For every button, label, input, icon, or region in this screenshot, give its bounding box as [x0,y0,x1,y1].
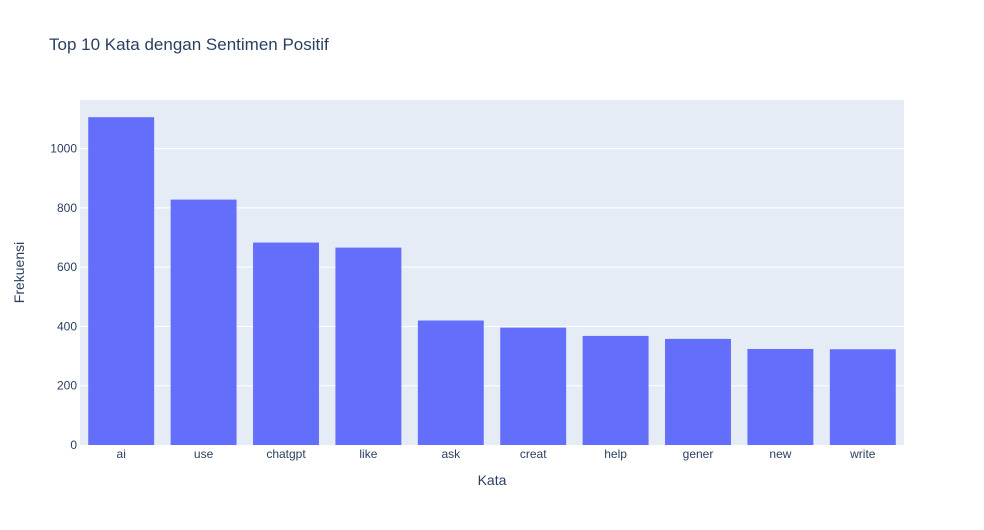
x-axis-title: Kata [478,472,507,488]
x-tick-label: like [359,447,377,461]
bar-new[interactable] [747,348,814,445]
x-tick-label: new [769,447,791,461]
bars [88,117,896,445]
y-tick-label: 800 [57,201,77,215]
bar-gener[interactable] [665,338,731,445]
y-tick-label: 0 [70,438,77,452]
y-tick-label: 400 [57,319,77,333]
x-tick-label: ask [441,447,461,461]
bar-like[interactable] [335,247,402,445]
x-tick-label: use [194,447,214,461]
bar-ask[interactable] [417,320,484,445]
x-tick-label: ai [117,447,126,461]
bar-creat[interactable] [500,327,567,445]
bar-ai[interactable] [88,117,155,445]
bar-help[interactable] [582,335,649,445]
x-tick-label: chatgpt [266,447,306,461]
x-tick-label: help [604,447,627,461]
x-tick-label: creat [520,447,547,461]
y-tick-label: 600 [57,260,77,274]
x-tick-label: gener [683,447,714,461]
bar-use[interactable] [170,199,237,445]
bar-write[interactable] [829,349,896,445]
y-axis-title: Frekuensi [11,242,27,303]
y-tick-label: 1000 [50,142,77,156]
y-tick-label: 200 [57,379,77,393]
bar-chatgpt[interactable] [253,242,319,445]
x-axis-ticks: ai use chatgpt like ask creat help gener new writ… [117,447,876,461]
y-axis-ticks: 0 200 400 600 800 1000 [50,142,77,452]
x-tick-label: write [849,447,876,461]
chart-title: Top 10 Kata dengan Sentimen Positif [49,35,329,54]
